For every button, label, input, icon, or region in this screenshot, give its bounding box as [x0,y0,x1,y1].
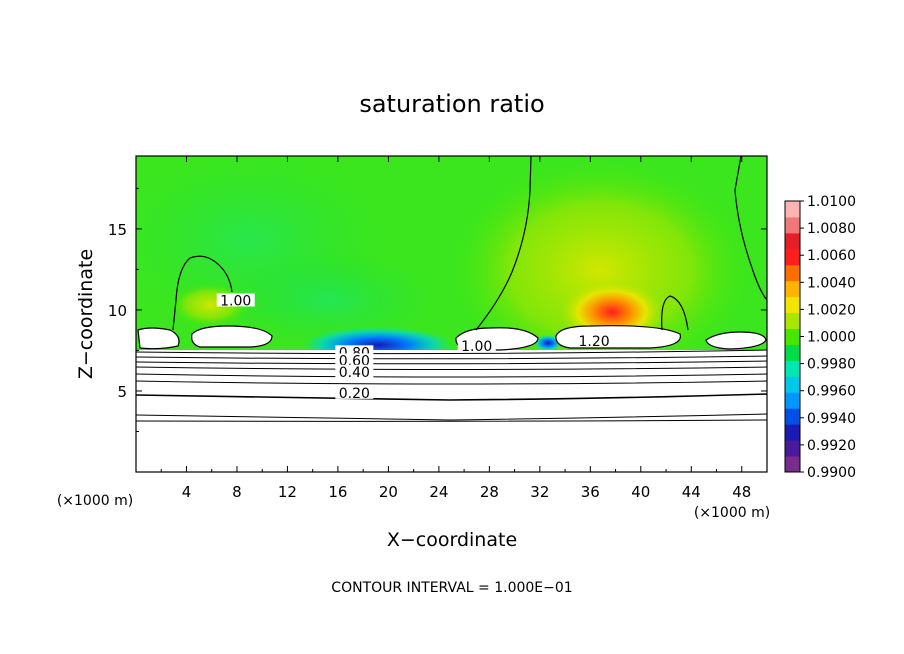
contour-label-bg [216,293,255,307]
contour-line [136,349,767,355]
contour-label-bg [335,353,374,367]
contour-line [136,366,767,370]
contour-label: 0.40 [339,365,370,381]
x-tick-label: 20 [379,483,398,501]
chart-title: saturation ratio [359,90,544,118]
colorbar-swatch [785,248,800,266]
contour-label: 0.20 [339,386,370,402]
cloud-blob [137,327,180,350]
x-tick-label: 48 [732,483,751,501]
colorbar-label: 1.0040 [807,275,856,291]
contour-line-1.00 [172,255,233,331]
colorbar-swatch [785,201,800,218]
colorbar-swatch [785,264,800,282]
y-axis-label: Z−coordinate [75,249,97,379]
colorbar-swatch [785,232,800,250]
contour-line [136,413,767,421]
x-tick-label: 44 [682,483,701,501]
contour-line [136,419,767,422]
colorbar-label: 0.9980 [807,357,856,373]
contour-label: 1.00 [220,293,251,309]
colorbar-label: 1.0060 [807,248,856,264]
colorbar-label: 1.0020 [807,302,856,318]
colorbar-swatch [785,392,800,409]
colorbar-label: 0.9920 [807,438,856,454]
colorbar-label: 0.9960 [807,384,856,400]
y-unit-label: (×1000 m) [57,493,133,509]
x-unit-label: (×1000 m) [694,505,770,521]
x-tick-label: 28 [480,483,499,501]
colorbar-swatch [785,328,800,345]
x-tick-label: 8 [232,483,242,501]
cloud-blob [191,325,273,348]
contour-line-1.00 [734,156,767,301]
y-tick-label: 10 [108,302,127,320]
y-tick-label: 5 [117,383,127,401]
contour-line-1.00 [661,295,689,331]
x-axis: 4 8 12 16 20 24 28 32 36 40 44 48 [160,156,751,501]
y-axis: 5 10 15 [108,187,767,432]
colorbar-label: 0.9940 [807,411,856,427]
colorbar-swatch [785,280,800,298]
colorbar-swatch [785,440,800,457]
x-tick-label: 40 [631,483,650,501]
colorbar-swatch [785,408,800,425]
colorbar-label: 0.9900 [807,465,856,481]
contour-label-bg [575,333,614,347]
y-tick-label: 15 [108,221,127,239]
contour-line-0.20 [136,393,767,401]
contour-line [136,373,767,378]
contour-interval-note: CONTOUR INTERVAL = 1.000E−01 [331,580,572,596]
contour-labels: 1.001.00 1.200.800.600.400.20 [216,293,614,402]
colorbar-swatch [785,376,800,393]
contour-label: 1.00 [461,339,492,355]
contour-label-bg [335,364,374,378]
colorbar-swatch [785,296,800,314]
colorbar-swatch [785,456,800,473]
colorbar-swatch [785,360,800,377]
contour-lines [136,156,767,422]
lower-dry-region [136,350,767,472]
x-tick-label: 12 [278,483,297,501]
contour-line [136,380,767,385]
field-moist-patch [220,250,440,350]
contour-line-1.00 [475,156,532,331]
colorbar-swatch [785,424,800,441]
cloud-blob [705,331,767,350]
colorbar-label: 1.0000 [807,330,856,346]
colorbar-swatch [785,344,800,361]
plot-frame [135,155,768,473]
colorbar-label: 1.0080 [807,221,856,237]
contour-label: 1.20 [579,334,610,350]
contour-label-bg [335,385,374,399]
contour-line [136,355,767,360]
plot-area: 1.001.00 1.200.800.600.400.20 [136,156,767,472]
x-axis-label: X−coordinate [387,529,517,551]
x-tick-label: 32 [530,483,549,501]
x-tick-label: 16 [328,483,347,501]
x-tick-label: 4 [182,483,192,501]
colorbar: 1.0100 1.0080 1.0060 1.0040 1.0020 1.0000 0.99… [784,194,856,481]
x-tick-label: 24 [429,483,448,501]
field-supersat-region [450,160,750,380]
x-tick-label: 36 [581,483,600,501]
colorbar-swatch [785,312,800,330]
colorbar-label: 1.0100 [807,194,856,210]
contour-line [136,360,767,365]
field-subsat-pool [534,335,562,351]
contour-label-bg [457,338,496,352]
colorbar-swatch [785,216,800,234]
